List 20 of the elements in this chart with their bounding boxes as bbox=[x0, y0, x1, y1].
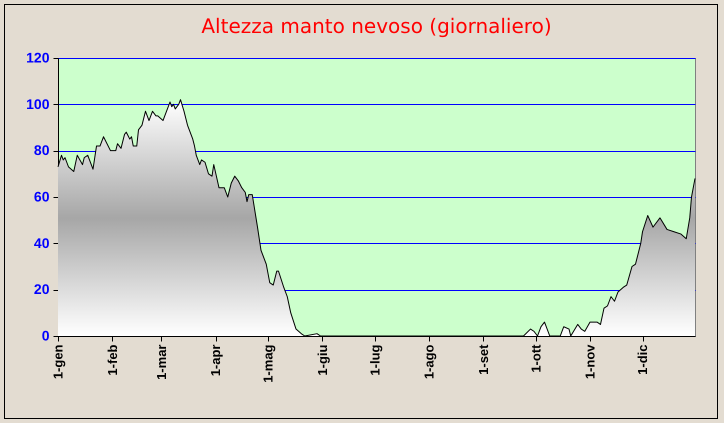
y-tick-label: 60 bbox=[34, 188, 50, 204]
x-tick-label: 1-feb bbox=[104, 344, 120, 376]
x-tick-label: 1-ott bbox=[528, 344, 544, 373]
y-tick-label: 20 bbox=[34, 281, 50, 298]
y-tick-label: 40 bbox=[34, 234, 50, 251]
x-tick-label: 1-ago bbox=[422, 344, 436, 380]
x-tick-label: 1-set bbox=[476, 344, 491, 375]
x-tick-label: 1-mag bbox=[260, 344, 276, 383]
x-tick-label: 1-giu bbox=[314, 344, 330, 376]
x-tick-label: 1-apr bbox=[208, 344, 223, 376]
x-tick-label: 1-mar bbox=[154, 344, 169, 380]
chart-title: Altezza manto nevoso (giornaliero) bbox=[201, 14, 552, 38]
x-tick-label: 1-gen bbox=[50, 344, 66, 380]
y-tick-label: 120 bbox=[26, 50, 50, 66]
x-tick-label: 1-dic bbox=[635, 344, 650, 375]
x-tick-label: 1-nov bbox=[582, 344, 598, 380]
x-tick-label: 1-lug bbox=[367, 344, 382, 376]
y-tick-label: 100 bbox=[26, 96, 50, 112]
y-tick-label: 0 bbox=[42, 328, 50, 344]
y-tick-label: 80 bbox=[34, 142, 50, 158]
